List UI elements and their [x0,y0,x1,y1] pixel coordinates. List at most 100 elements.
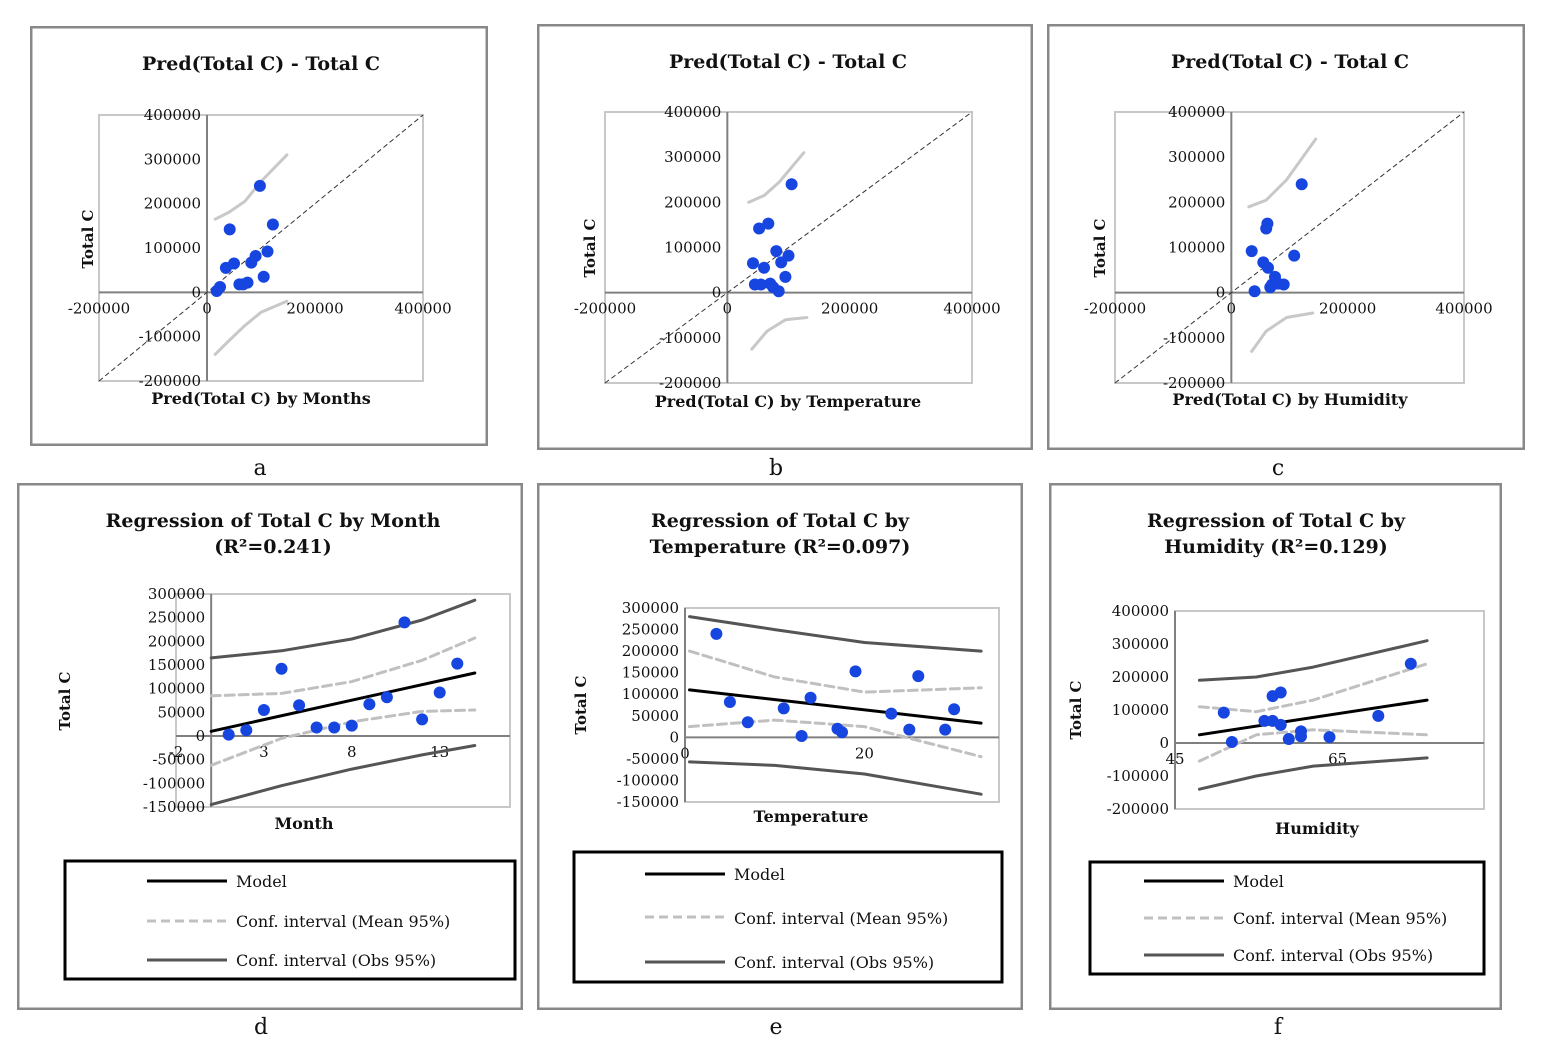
x-tick-label: -200000 [68,299,130,317]
pred-vs-actual-chart-c: Pred(Total C) - Total C Total C Pred(Tot… [1047,24,1525,450]
x-tick-label: 3 [259,743,269,761]
plot-area [98,114,424,382]
data-point [885,707,898,720]
y-tick-label: 100000 [148,680,205,698]
model-line [1197,698,1429,737]
x-axis-label: Month [274,814,333,833]
data-point [777,702,790,715]
y-tick-label: 400000 [144,106,201,124]
x-axis-label: Humidity [1275,819,1359,838]
data-point [1295,178,1308,191]
obs-ci-lower-line [209,744,477,807]
x-tick-label: 0 [1227,300,1237,318]
y-tick-label: 100000 [664,239,721,257]
y-tick-label: 200000 [1168,193,1225,211]
chart-title: Pred(Total C) - Total C [1171,51,1409,73]
data-point [753,222,766,235]
data-point [747,257,759,270]
data-point [363,698,376,711]
chart-panel-e: Regression of Total C by Temperature (R²… [537,483,1023,1010]
data-point [380,691,393,704]
regression-chart-d: Regression of Total C by Month (R²=0.241… [17,483,523,1010]
legend-label-obs-ci: Conf. interval (Obs 95%) [734,953,934,972]
data-point [779,270,792,283]
data-point [416,713,429,726]
chart-title-line-1: Regression of Total C by [651,510,910,532]
data-point [795,730,808,742]
y-tick-label: 0 [669,728,679,746]
data-point [782,249,795,262]
data-point [755,278,767,291]
legend-label-obs-ci: Conf. interval (Obs 95%) [236,951,436,970]
data-point [240,724,253,737]
y-tick-label: 0 [196,727,206,745]
legend-label-model: Model [236,872,287,891]
data-point [1225,736,1238,748]
data-point [241,276,254,289]
data-point [939,723,952,736]
y-tick-label: 250000 [622,621,679,639]
x-tick-label: -200000 [574,300,636,318]
panel-caption-b: b [768,456,784,481]
data-point [912,670,925,683]
y-tick-label: 0 [712,284,722,302]
x-tick-label: -2 [169,743,184,761]
y-tick-label: 100000 [144,239,201,257]
data-point [849,665,862,678]
data-point [293,699,306,712]
data-point [903,723,916,736]
chart-title-line-1: Regression of Total C by [1147,510,1406,532]
y-tick-label: 50000 [631,707,679,725]
panel-frame [30,26,488,446]
y-axis-label: Total C [572,675,590,734]
plot-area [604,111,973,384]
confidence-curve-lower [1250,311,1315,353]
chart-title-line-2: Temperature (R²=0.097) [650,536,911,558]
chart-panel-a: Pred(Total C) - Total C Total C Pred(Tot… [30,26,488,446]
reference-line-y-equals-x [604,111,973,384]
panel-caption-f: f [1273,1015,1283,1040]
data-point [804,691,817,704]
data-point [1404,657,1417,670]
legend-label-obs-ci: Conf. interval (Obs 95%) [1233,946,1433,965]
y-tick-label: -200000 [659,374,721,392]
data-point [253,179,266,192]
y-tick-label: -50000 [626,750,679,768]
y-tick-label: -100000 [659,329,721,347]
chart-panel-b: Pred(Total C) - Total C Total C Pred(Tot… [537,24,1033,450]
legend-box [63,859,517,981]
data-point [762,217,775,230]
legend-label-model: Model [734,865,785,884]
y-axis-label: Total C [56,671,74,730]
obs-ci-lower-line [688,760,983,796]
chart-title-line-2: Humidity (R²=0.129) [1164,536,1388,558]
y-tick-label: -50000 [152,751,205,769]
y-axis-label: Total C [79,209,97,268]
data-point [310,721,323,734]
y-tick-label: 50000 [157,703,205,721]
model-line [688,688,983,725]
obs-ci-upper-line [1197,639,1429,682]
y-tick-label: 0 [1216,284,1226,302]
reference-line-y-equals-x [1114,111,1465,384]
x-tick-label: 0 [680,744,690,762]
y-tick-label: -150000 [617,793,679,811]
panel-caption-d: d [253,1015,269,1040]
y-tick-label: 400000 [1112,602,1169,620]
legend-label-model: Model [1233,872,1284,891]
data-point [1274,718,1287,731]
legend-label-mean-ci: Conf. interval (Mean 95%) [734,909,948,928]
confidence-curve-upper [1247,137,1318,209]
y-tick-label: 300000 [622,599,679,617]
panel-frame [1047,24,1525,450]
y-tick-label: -100000 [1107,767,1169,785]
data-point [1261,217,1274,230]
data-point [770,245,783,258]
y-tick-label: 300000 [1168,148,1225,166]
y-tick-label: -100000 [617,771,679,789]
plot-area [1114,111,1465,384]
panel-caption-c: c [1271,456,1285,481]
data-point [1248,285,1261,298]
data-point [214,281,226,293]
y-tick-label: 0 [191,283,201,301]
